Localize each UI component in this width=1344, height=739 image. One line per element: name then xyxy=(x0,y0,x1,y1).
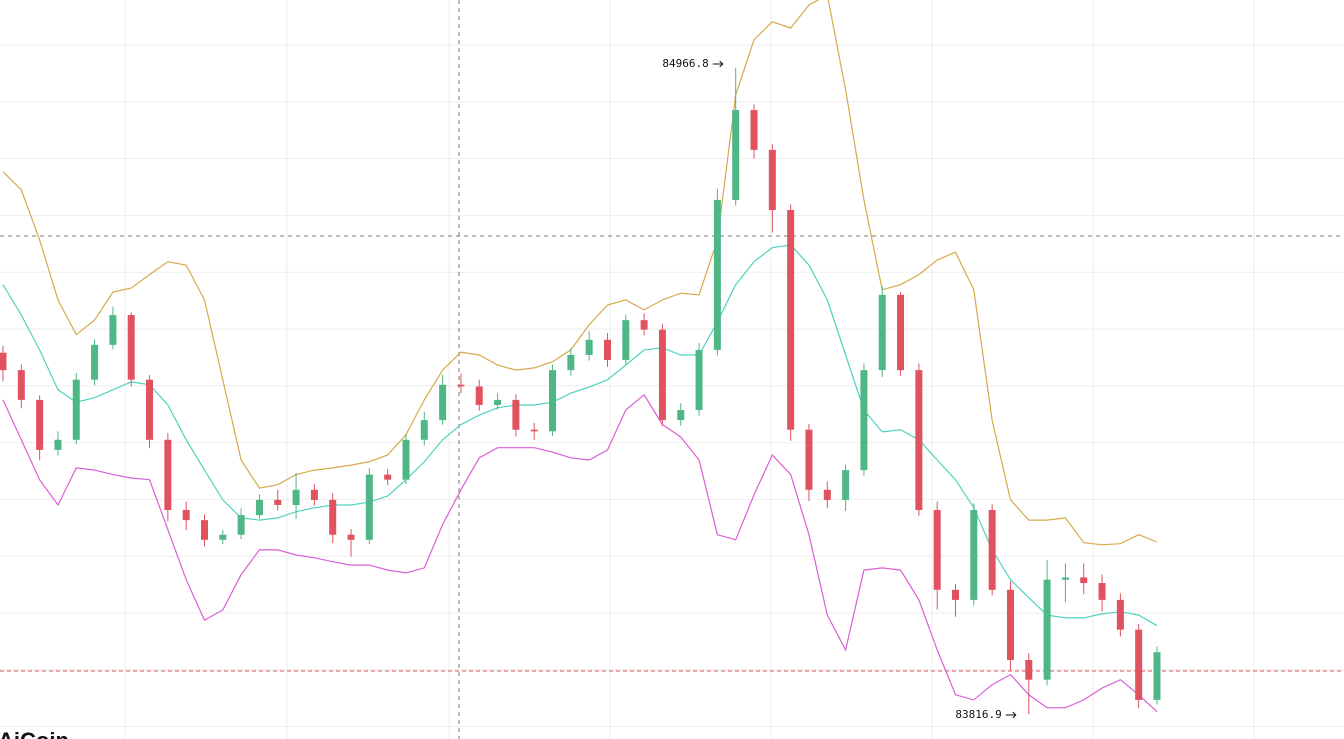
candle-body xyxy=(1153,652,1161,700)
candle-body xyxy=(365,474,373,540)
candles xyxy=(0,68,1161,714)
candle-body xyxy=(292,489,300,505)
candle-body xyxy=(200,520,208,540)
candle-body xyxy=(805,429,813,490)
candle-body xyxy=(842,470,850,500)
candle-body xyxy=(713,199,721,350)
candle-body xyxy=(310,489,318,500)
extreme-arrow xyxy=(712,60,724,68)
candle-body xyxy=(603,339,611,361)
band-line xyxy=(2,0,1158,546)
candle-body xyxy=(860,370,868,471)
annotations: 84966.8 83816.9 xyxy=(662,57,1017,721)
candle-body xyxy=(897,294,905,371)
candle-body xyxy=(585,339,593,355)
candle-body xyxy=(1135,629,1143,700)
candle-body xyxy=(274,499,282,505)
candle-body xyxy=(329,499,337,535)
candle-body xyxy=(732,110,740,200)
candle-body xyxy=(658,329,666,421)
extreme-label: 83816.9 xyxy=(955,708,1001,721)
watermark: AiCoin xyxy=(0,728,69,739)
candle-body xyxy=(512,399,520,430)
candle-body xyxy=(970,510,978,600)
candle-body xyxy=(255,499,263,516)
candle-body xyxy=(952,589,960,600)
candle-body xyxy=(988,510,996,590)
candle-body xyxy=(127,315,135,380)
candle-body xyxy=(878,294,886,371)
candle-body xyxy=(420,420,428,440)
candle-body xyxy=(915,370,923,511)
candle-body xyxy=(109,315,117,345)
candle-body xyxy=(530,429,538,432)
candle-body xyxy=(750,110,758,150)
candle-body xyxy=(640,320,648,330)
candle-body xyxy=(549,370,557,432)
candle-body xyxy=(402,439,410,480)
candle-body xyxy=(768,149,776,211)
candle-body xyxy=(54,439,62,450)
candle-body xyxy=(475,386,483,405)
candle-body xyxy=(1080,577,1088,584)
candle-body xyxy=(36,399,44,450)
candle-body xyxy=(182,510,190,521)
candle-body xyxy=(1116,599,1124,630)
candle-body xyxy=(567,354,575,371)
candle-body xyxy=(146,379,154,440)
candle-body xyxy=(72,379,80,440)
band-line xyxy=(2,393,1158,713)
candle-body xyxy=(695,349,703,411)
bands xyxy=(2,0,1158,713)
candle-body xyxy=(1061,577,1069,580)
candle-body xyxy=(1043,579,1051,680)
candle-body xyxy=(494,399,502,405)
candle-body xyxy=(677,410,685,421)
candle-body xyxy=(91,344,99,380)
candle-body xyxy=(457,384,465,387)
candle-body xyxy=(823,489,831,500)
candle-body xyxy=(237,515,245,535)
candle-body xyxy=(622,320,630,361)
candle-body xyxy=(1006,589,1014,661)
candle-body xyxy=(0,352,7,371)
candle-body xyxy=(1025,660,1033,680)
candle-body xyxy=(787,210,795,430)
extreme-label: 84966.8 xyxy=(662,57,708,70)
extreme-arrow xyxy=(1005,711,1017,719)
candle-body xyxy=(347,534,355,540)
candle-body xyxy=(1098,583,1106,600)
candle-body xyxy=(933,510,941,590)
band-line xyxy=(2,244,1158,627)
candle-body xyxy=(384,474,392,480)
candle-body xyxy=(439,384,447,421)
candle-body xyxy=(17,370,25,400)
candle-body xyxy=(164,439,172,511)
candle-body xyxy=(219,534,227,540)
